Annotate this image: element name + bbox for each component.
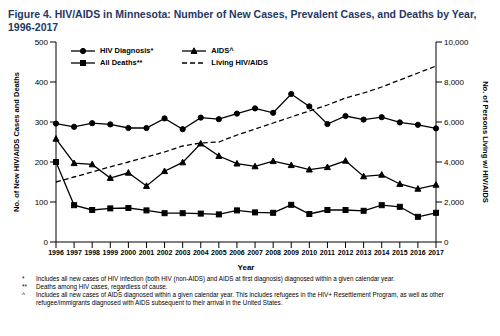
svg-text:10,000: 10,000 [444, 38, 469, 47]
svg-text:2000: 2000 [121, 249, 137, 256]
svg-text:200: 200 [35, 158, 49, 167]
svg-text:2006: 2006 [229, 249, 245, 256]
svg-text:6,000: 6,000 [444, 118, 465, 127]
svg-text:No. of Persons Living w/ HIV/A: No. of Persons Living w/ HIV/AIDS [481, 81, 490, 203]
svg-text:2002: 2002 [157, 249, 173, 256]
html-text:HIV Diagnosis*: HIV Diagnosis* [100, 46, 154, 55]
svg-text:Year: Year [238, 263, 255, 272]
svg-text:1999: 1999 [102, 249, 118, 256]
svg-text:2013: 2013 [356, 249, 372, 256]
svg-text:400: 400 [35, 78, 49, 87]
svg-text:2017: 2017 [428, 249, 444, 256]
svg-text:2012: 2012 [338, 249, 354, 256]
html-text:Includes all new cases of AIDS: Includes all new cases of AIDS diagnosed… [36, 291, 444, 306]
svg-text:2016: 2016 [410, 249, 426, 256]
svg-text:2001: 2001 [139, 249, 155, 256]
svg-text:2014: 2014 [374, 249, 390, 256]
svg-text:2015: 2015 [392, 249, 408, 256]
svg-text:2005: 2005 [211, 249, 227, 256]
svg-text:2011: 2011 [320, 249, 335, 256]
svg-text:500: 500 [35, 38, 49, 47]
svg-text:2003: 2003 [175, 249, 191, 256]
svg-text:8,000: 8,000 [444, 78, 465, 87]
svg-text:2,000: 2,000 [444, 198, 465, 207]
svg-text:100: 100 [35, 198, 49, 207]
svg-text:1997: 1997 [66, 249, 82, 256]
svg-text:300: 300 [35, 118, 49, 127]
svg-text:2004: 2004 [193, 249, 209, 256]
svg-text:4,000: 4,000 [444, 158, 465, 167]
svg-text:2007: 2007 [247, 249, 263, 256]
svg-text:No. of New HIV/AIDS Cases and: No. of New HIV/AIDS Cases and Deaths [12, 72, 21, 212]
svg-text:2009: 2009 [283, 249, 299, 256]
html-text:All Deaths**: All Deaths** [100, 58, 143, 67]
html-text:Living HIV/AIDS: Living HIV/AIDS [211, 58, 268, 67]
svg-text:0: 0 [44, 238, 49, 247]
svg-text:2008: 2008 [265, 249, 281, 256]
html-text:Figure 4. HIV/AIDS in Minnesot: Figure 4. HIV/AIDS in Minnesota: Number … [8, 8, 477, 33]
svg-text:2010: 2010 [302, 249, 318, 256]
svg-text:1996: 1996 [48, 249, 64, 256]
html-text:Deaths among HIV cases, regard: Deaths among HIV cases, regardless of ca… [36, 283, 168, 290]
svg-text:0: 0 [444, 238, 449, 247]
html-text:AIDS^: AIDS^ [211, 46, 234, 55]
html-text:Includes all new cases of HIV: Includes all new cases of HIV infection … [36, 275, 395, 282]
svg-text:1998: 1998 [84, 249, 100, 256]
